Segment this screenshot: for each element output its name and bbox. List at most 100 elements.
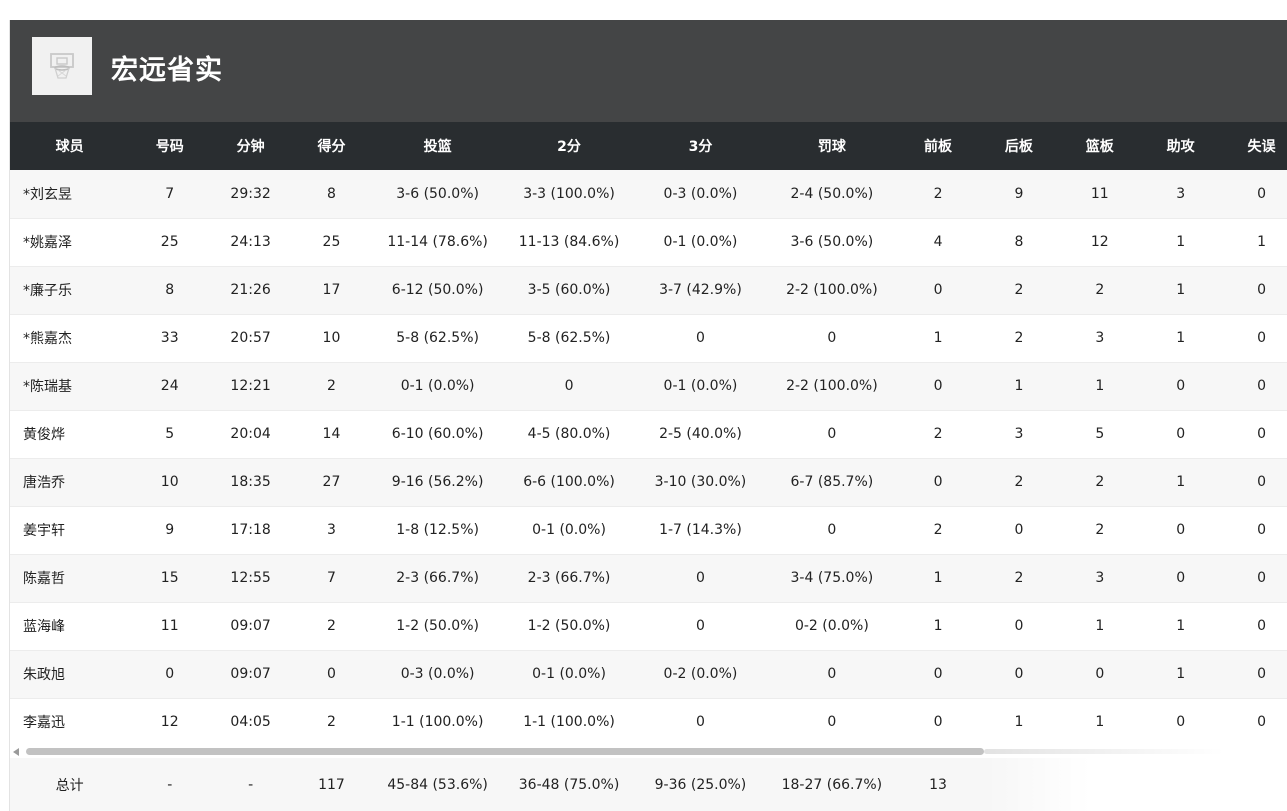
- player-name[interactable]: *陈瑞基: [23, 379, 72, 395]
- stat-cell: 0: [1257, 378, 1266, 394]
- stat-cell: 11: [1090, 185, 1109, 202]
- stat-cell: 0-1 (0.0%): [532, 522, 606, 538]
- stat-cell: 12: [160, 714, 179, 730]
- column-header[interactable]: 助攻: [1166, 139, 1195, 155]
- column-header[interactable]: 失误: [1247, 139, 1276, 155]
- stat-cell: 6-10 (60.0%): [391, 426, 484, 442]
- chevron-left-icon[interactable]: [13, 748, 19, 756]
- scrollbar-thumb[interactable]: [26, 748, 984, 755]
- column-header[interactable]: 篮板: [1085, 139, 1114, 155]
- stat-cell: 1-2 (50.0%): [396, 618, 479, 634]
- stat-cell: 0: [1257, 426, 1266, 442]
- column-header[interactable]: 得分: [317, 139, 346, 155]
- player-name[interactable]: 黄俊烨: [23, 427, 65, 443]
- stat-cell: 1-2 (50.0%): [527, 618, 611, 634]
- stat-cell: 0: [165, 666, 175, 682]
- stat-cell: 25: [160, 234, 179, 250]
- stat-cell: 2-4 (50.0%): [790, 185, 874, 202]
- stat-cell: 14: [322, 426, 341, 442]
- player-name[interactable]: 唐浩乔: [23, 475, 65, 491]
- stat-cell: 1: [1257, 234, 1266, 250]
- totals-row-container: 总计 - - 117 45-84 (53.6%) 36-48 (75.0%) 9-36 (2…: [10, 758, 1287, 811]
- stat-cell: 0: [933, 282, 943, 298]
- stat-cell: 3-6 (50.0%): [790, 234, 874, 250]
- stat-cell: 0: [1176, 522, 1186, 538]
- stat-cell: 0: [1176, 570, 1186, 586]
- stat-cell: 0: [564, 378, 574, 394]
- horizontal-scrollbar[interactable]: [10, 746, 1287, 758]
- stat-cell: 5: [1095, 426, 1105, 442]
- table-row: 蓝海峰 11 09:07 2 1-2 (50.0%) 1-2 (50.0%) 0 0-2 (0…: [10, 602, 1287, 650]
- totals-table: 总计 - - 117 45-84 (53.6%) 36-48 (75.0%) 9-36 (2…: [10, 758, 1287, 811]
- player-name[interactable]: 朱政旭: [23, 667, 65, 683]
- stat-cell: 0: [1257, 474, 1266, 490]
- totals-cell: 117: [318, 776, 345, 793]
- stat-cell: 2: [1014, 330, 1024, 346]
- column-header[interactable]: 球员: [55, 139, 84, 155]
- stat-cell: 3-10 (30.0%): [654, 474, 747, 490]
- stat-cell: 2-2 (100.0%): [786, 282, 878, 298]
- stat-cell: 0: [696, 714, 705, 730]
- boxscore-table-container[interactable]: 球员 号码 分钟 得分 投篮 2分 3分 罚球 前板 后板 篮板 助攻 失误 *刘玄昱 7 29:32 8 3-…: [10, 122, 1287, 746]
- player-name[interactable]: 蓝海峰: [23, 619, 65, 635]
- table-row: 李嘉迅 12 04:05 2 1-1 (100.0%) 1-1 (100.0%) 0 0 0 1 1…: [10, 698, 1287, 746]
- totals-label: 总计: [55, 777, 84, 794]
- player-name[interactable]: *熊嘉杰: [23, 331, 72, 347]
- stat-cell: 0: [933, 714, 943, 730]
- stat-cell: 2: [1014, 282, 1024, 298]
- stat-cell: 0: [327, 666, 336, 682]
- header-row: 球员 号码 分钟 得分 投篮 2分 3分 罚球 前板 后板 篮板 助攻 失误: [10, 122, 1287, 170]
- player-name[interactable]: 姜宇轩: [23, 523, 65, 539]
- stat-cell: 20:57: [230, 330, 271, 346]
- stat-cell: 3-7 (42.9%): [659, 282, 742, 298]
- team-header: 宏远省实: [10, 20, 1287, 122]
- stat-cell: 0: [1176, 426, 1186, 442]
- stat-cell: 1: [1176, 330, 1186, 346]
- player-name[interactable]: 李嘉迅: [23, 715, 65, 731]
- stat-cell: 0: [827, 330, 837, 346]
- stat-cell: 1: [1095, 714, 1105, 730]
- scroll-fade-overlay: [985, 758, 1287, 811]
- stat-cell: 0: [1257, 714, 1266, 730]
- column-header[interactable]: 分钟: [236, 139, 265, 155]
- stat-cell: 3-3 (100.0%): [523, 185, 615, 202]
- player-name[interactable]: 陈嘉哲: [23, 571, 65, 587]
- column-header[interactable]: 后板: [1004, 139, 1033, 155]
- player-name[interactable]: *廉子乐: [23, 283, 72, 299]
- stat-cell: 0: [1257, 570, 1266, 586]
- column-header[interactable]: 号码: [155, 139, 184, 155]
- stat-cell: 1-1 (100.0%): [523, 714, 615, 730]
- stat-cell: 7: [165, 185, 175, 202]
- totals-cell: -: [248, 776, 254, 793]
- stat-cell: 24:13: [230, 234, 271, 250]
- totals-cell: -: [167, 776, 173, 793]
- stat-cell: 10: [322, 330, 341, 346]
- stat-cell: 33: [160, 330, 179, 346]
- column-header[interactable]: 3分: [688, 139, 713, 155]
- stat-cell: 12:55: [230, 570, 271, 586]
- scrollbar-track: [984, 749, 1224, 754]
- player-name[interactable]: *姚嘉泽: [23, 235, 72, 251]
- column-header[interactable]: 前板: [924, 139, 953, 155]
- stat-cell: 2-5 (40.0%): [659, 426, 742, 442]
- column-header[interactable]: 2分: [557, 139, 581, 155]
- stat-cell: 0-1 (0.0%): [663, 378, 738, 394]
- table-row: *刘玄昱 7 29:32 8 3-6 (50.0%) 3-3 (100.0%) 0-3 (0…: [10, 170, 1287, 218]
- stat-cell: 0: [1257, 618, 1266, 634]
- table-row: *姚嘉泽 25 24:13 25 11-14 (78.6%) 11-13 (84.6%) 0…: [10, 218, 1287, 266]
- stat-cell: 2-2 (100.0%): [786, 378, 878, 394]
- stat-cell: 1: [933, 618, 943, 634]
- stat-cell: 17:18: [230, 522, 271, 538]
- column-header[interactable]: 罚球: [817, 139, 846, 155]
- stat-cell: 0: [1257, 666, 1266, 682]
- totals-cell: 18-27 (66.7%): [781, 776, 883, 793]
- stat-cell: 2: [933, 185, 943, 202]
- stat-cell: 1: [1095, 378, 1105, 394]
- stat-cell: 3-4 (75.0%): [790, 570, 874, 586]
- column-header[interactable]: 投篮: [423, 139, 452, 155]
- stat-cell: 9: [1014, 185, 1024, 202]
- stat-cell: 9: [165, 522, 175, 538]
- player-name[interactable]: *刘玄昱: [23, 186, 72, 203]
- stat-cell: 4: [933, 234, 943, 250]
- stat-cell: 8: [327, 185, 336, 202]
